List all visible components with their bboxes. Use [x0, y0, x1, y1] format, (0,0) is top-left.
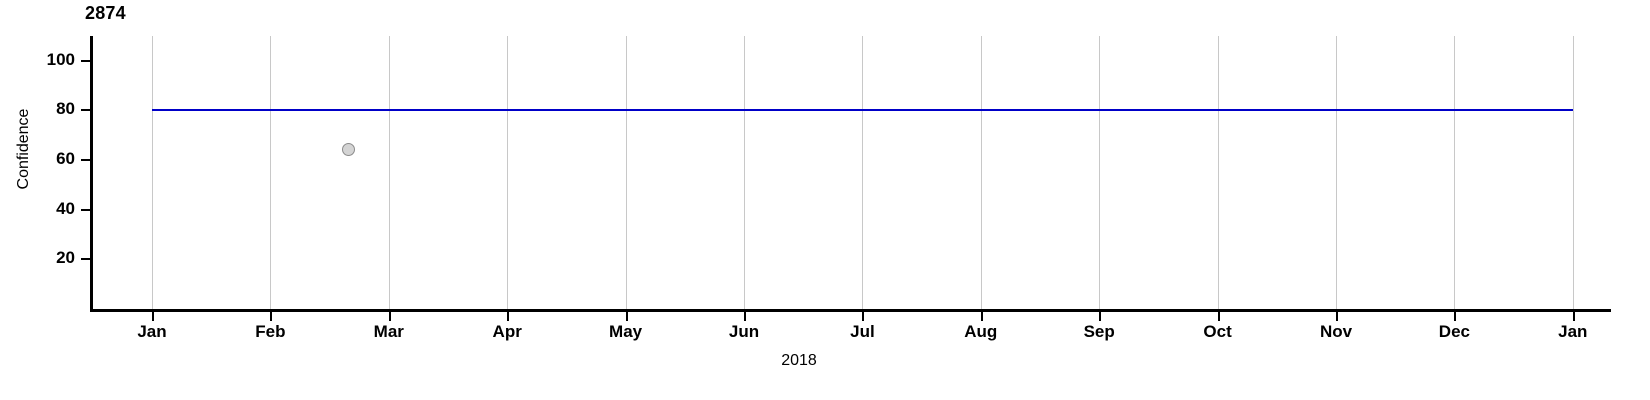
gridline-vertical	[1099, 36, 1101, 309]
x-axis-title-text: 2018	[781, 352, 817, 369]
x-tick-label: Nov	[1319, 322, 1353, 341]
y-tick-mark	[81, 208, 90, 211]
gridline-vertical	[270, 36, 272, 309]
x-tick-mark	[1336, 312, 1338, 321]
x-tick-label: Dec	[1438, 322, 1470, 341]
x-tick-mark	[980, 312, 983, 321]
y-tick-mark	[81, 159, 90, 162]
x-tick-mark	[152, 312, 154, 321]
x-tick-label: Sep	[1083, 322, 1115, 341]
y-tick-label: 60	[56, 149, 75, 169]
gridline-vertical	[152, 36, 153, 309]
x-tick-label: Feb	[255, 322, 286, 341]
y-tick-label: 20	[56, 248, 75, 268]
x-tick-label: Jul	[850, 322, 875, 341]
gridline-vertical	[980, 36, 982, 309]
gridline-vertical	[1217, 36, 1219, 309]
x-tick-mark	[507, 312, 510, 321]
x-tick-mark	[1454, 312, 1457, 321]
x-tick-label: Jan	[1558, 322, 1588, 341]
threshold-line	[152, 109, 1573, 112]
x-tick-mark	[1217, 312, 1220, 321]
gridline-vertical	[1454, 36, 1456, 309]
x-tick-mark	[625, 312, 628, 321]
x-tick-label: Mar	[373, 322, 404, 341]
x-axis-title: 2018	[0, 352, 1650, 370]
x-tick-label: Oct	[1203, 322, 1232, 341]
gridline-vertical	[625, 36, 627, 309]
x-tick-mark	[744, 312, 746, 321]
gridline-vertical	[1336, 36, 1337, 309]
x-tick-mark	[388, 312, 391, 321]
gridline-vertical	[1572, 36, 1574, 309]
x-tick-label: May	[609, 322, 643, 341]
y-tick-mark	[81, 258, 90, 261]
gridline-vertical	[744, 36, 745, 309]
x-tick-label: Apr	[492, 322, 522, 341]
chart-title: 2874	[85, 3, 126, 23]
gridline-vertical	[388, 36, 390, 309]
data-point-marker[interactable]	[341, 143, 355, 157]
y-tick-label: 80	[56, 99, 75, 119]
y-tick-mark	[81, 109, 90, 112]
x-axis-spine	[90, 309, 1611, 312]
x-tick-mark	[1572, 312, 1575, 321]
y-tick-label: 40	[56, 198, 75, 218]
x-tick-label: Jun	[728, 322, 760, 341]
x-tick-label: Aug	[964, 322, 998, 341]
y-tick-label: 100	[46, 49, 75, 69]
x-tick-mark	[862, 312, 865, 321]
gridline-vertical	[507, 36, 509, 309]
x-tick-mark	[1099, 312, 1102, 321]
x-tick-label: Jan	[137, 322, 167, 341]
gridline-vertical	[862, 36, 864, 309]
y-tick-mark	[81, 59, 90, 62]
x-tick-mark	[270, 312, 273, 321]
y-axis-spine	[90, 36, 93, 312]
plot-area	[92, 36, 1610, 310]
